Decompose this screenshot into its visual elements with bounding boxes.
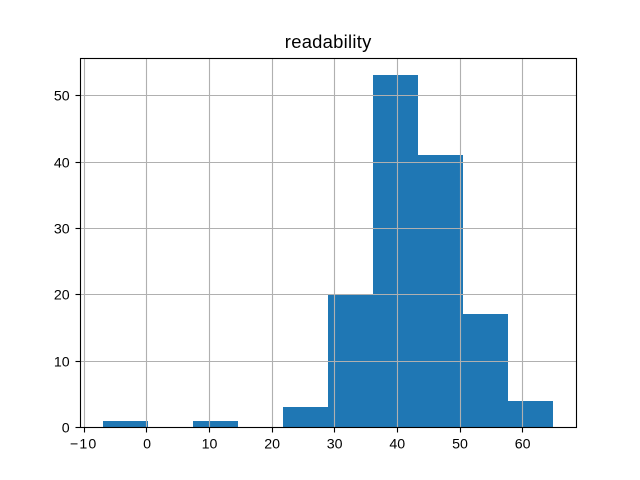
svg-text:10: 10 xyxy=(54,355,70,371)
svg-text:30: 30 xyxy=(327,436,343,452)
svg-text:−10: −10 xyxy=(70,436,97,452)
svg-text:30: 30 xyxy=(54,222,70,238)
svg-text:10: 10 xyxy=(202,436,218,452)
svg-text:40: 40 xyxy=(389,436,405,452)
svg-text:0: 0 xyxy=(143,436,151,452)
svg-text:40: 40 xyxy=(54,156,70,172)
svg-text:60: 60 xyxy=(515,436,531,452)
svg-text:0: 0 xyxy=(62,421,70,437)
svg-text:50: 50 xyxy=(452,436,468,452)
svg-text:50: 50 xyxy=(54,89,70,105)
svg-text:20: 20 xyxy=(264,436,280,452)
svg-text:readability: readability xyxy=(285,31,372,52)
svg-text:20: 20 xyxy=(54,288,70,304)
